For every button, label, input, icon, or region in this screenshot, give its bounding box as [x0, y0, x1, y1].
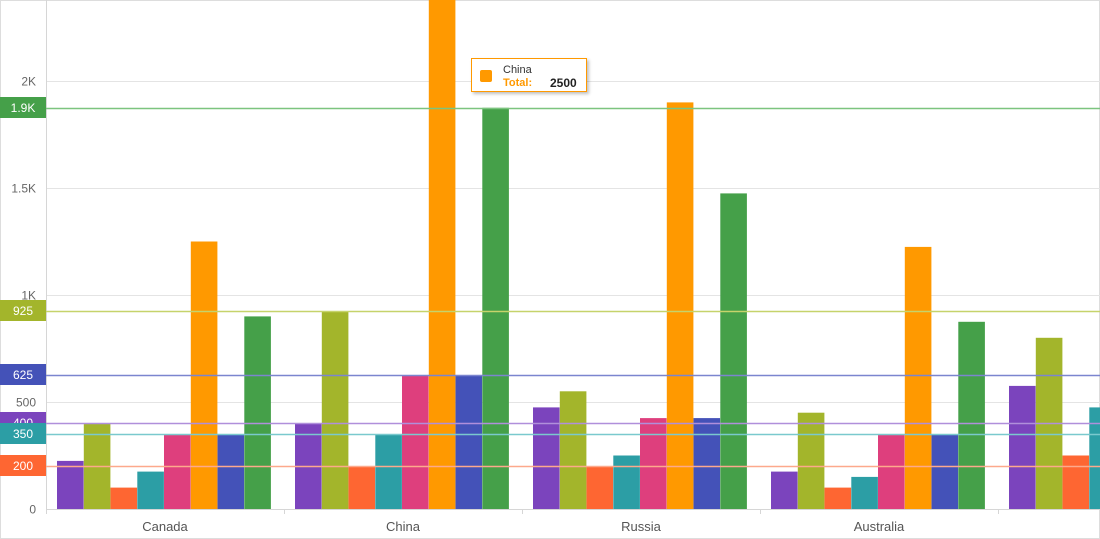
- tooltip: China Total: 2500: [471, 58, 587, 92]
- bar-series-7-australia: [931, 434, 959, 509]
- tooltip-swatch: [480, 70, 492, 82]
- bar-series-3-cat5: [1062, 455, 1090, 509]
- constant-line-label: 350: [13, 427, 33, 441]
- bar-series-5-canada: [164, 434, 191, 509]
- y-tick-label: 0: [29, 503, 36, 517]
- bar-series-6-russia: [666, 102, 694, 510]
- bar-series-2-russia: [559, 391, 587, 509]
- bar-series-5-china: [402, 375, 429, 510]
- tooltip-label: Total:: [503, 77, 533, 89]
- constant-line-label-bg: [0, 300, 46, 321]
- constant-line-label-bg: [0, 97, 46, 118]
- bar-series-4-china: [375, 434, 402, 509]
- tooltip-value: 2500: [550, 76, 577, 90]
- y-tick-label: 500: [16, 396, 36, 410]
- bar-series-1-russia: [533, 407, 560, 509]
- bar-series-8-australia: [958, 321, 985, 510]
- constant-line-label: 625: [13, 368, 33, 382]
- x-category-label: China: [386, 519, 421, 534]
- x-category-label: Australia: [854, 519, 905, 534]
- constant-line-label: 200: [13, 459, 33, 473]
- x-category-label: Russia: [621, 519, 662, 534]
- bar-series-1-australia: [771, 471, 798, 509]
- bar-series-7-canada: [217, 434, 245, 509]
- bar-series-4-australia: [851, 476, 878, 509]
- bar-series-8-china: [482, 107, 509, 510]
- bar-series-3-australia: [824, 487, 852, 509]
- constant-line-label: 1.9K: [11, 101, 36, 115]
- y-tick-label: 2K: [21, 75, 36, 89]
- bar-series-8-russia: [720, 193, 747, 509]
- constant-line-label-bg: [0, 455, 46, 476]
- constant-line-label-bg: [0, 364, 46, 385]
- bar-series-5-russia: [640, 418, 667, 509]
- bar-series-7-russia: [693, 418, 721, 509]
- y-tick-label: 1.5K: [11, 182, 36, 196]
- constant-line-label-bg: [0, 423, 46, 444]
- bar-series-3-russia: [586, 466, 614, 509]
- bar-series-7-china: [455, 375, 483, 510]
- bar-series-4-cat5: [1089, 407, 1100, 509]
- tooltip-series: China: [503, 64, 532, 76]
- bar-series-3-china: [348, 466, 376, 509]
- bar-series-6-china: [428, 0, 456, 509]
- bar-series-5-australia: [878, 434, 905, 509]
- bar-series-2-australia: [797, 412, 825, 509]
- y-tick-label: 1K: [21, 289, 36, 303]
- constant-line-label: 925: [13, 304, 33, 318]
- bar-series-4-russia: [613, 455, 640, 509]
- x-category-label: Canada: [142, 519, 188, 534]
- bar-series-1-cat5: [1009, 385, 1036, 509]
- bar-series-1-canada: [57, 460, 84, 509]
- bar-series-6-australia: [904, 246, 932, 509]
- bar-series-4-canada: [137, 471, 164, 509]
- bar-series-2-china: [321, 311, 349, 509]
- bar-series-3-canada: [110, 487, 138, 509]
- bar-series-8-canada: [244, 316, 271, 509]
